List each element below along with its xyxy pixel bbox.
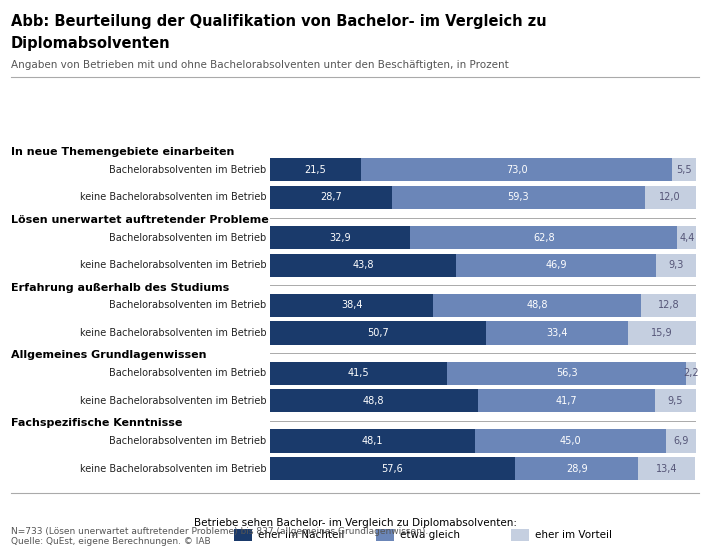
Text: 6,9: 6,9 — [673, 436, 689, 446]
Text: 2,2: 2,2 — [683, 368, 699, 378]
Text: 28,9: 28,9 — [566, 464, 588, 474]
Text: 38,4: 38,4 — [341, 300, 362, 310]
Bar — [270, 158, 361, 181]
Text: In neue Themengebiete einarbeiten: In neue Themengebiete einarbeiten — [11, 147, 234, 157]
Bar — [361, 158, 672, 181]
Bar — [270, 254, 457, 277]
Text: Erfahrung außerhalb des Studiums: Erfahrung außerhalb des Studiums — [11, 283, 229, 293]
Text: eher im Vorteil: eher im Vorteil — [535, 530, 611, 540]
Text: Lösen unerwartet auftretender Probleme: Lösen unerwartet auftretender Probleme — [11, 215, 268, 225]
Bar — [410, 226, 677, 249]
Bar — [392, 186, 645, 209]
Bar — [677, 226, 697, 249]
Bar — [645, 186, 696, 209]
Text: 4,4: 4,4 — [679, 232, 694, 242]
Bar — [667, 430, 696, 452]
Text: eher im Nachteil: eher im Nachteil — [258, 530, 344, 540]
Text: 56,3: 56,3 — [556, 368, 577, 378]
Text: Allgemeines Grundlagenwissen: Allgemeines Grundlagenwissen — [11, 351, 206, 361]
Text: 43,8: 43,8 — [352, 260, 374, 270]
Bar — [270, 321, 486, 344]
Text: 12,8: 12,8 — [657, 300, 679, 310]
Text: 46,9: 46,9 — [545, 260, 567, 270]
Text: 13,4: 13,4 — [656, 464, 677, 474]
Bar — [638, 457, 695, 480]
Bar — [672, 158, 696, 181]
Bar — [655, 389, 696, 412]
Text: keine Bachelorabsolventen im Betrieb: keine Bachelorabsolventen im Betrieb — [80, 260, 266, 270]
Text: Bachelorabsolventen im Betrieb: Bachelorabsolventen im Betrieb — [109, 368, 266, 378]
Bar — [270, 294, 433, 317]
Text: 5,5: 5,5 — [676, 165, 692, 175]
Text: 9,3: 9,3 — [668, 260, 684, 270]
Text: Angaben von Betrieben mit und ohne Bachelorabsolventen unter den Beschäftigten, : Angaben von Betrieben mit und ohne Bache… — [11, 60, 508, 70]
Bar — [475, 430, 667, 452]
Text: Abb: Beurteilung der Qualifikation von Bachelor- im Vergleich zu: Abb: Beurteilung der Qualifikation von B… — [11, 14, 546, 29]
Bar — [478, 389, 655, 412]
Text: Fachspezifische Kenntnisse: Fachspezifische Kenntnisse — [11, 418, 182, 428]
Text: 59,3: 59,3 — [508, 193, 529, 202]
Bar — [486, 321, 628, 344]
Text: 50,7: 50,7 — [367, 328, 388, 338]
Bar — [515, 457, 638, 480]
Text: 48,1: 48,1 — [361, 436, 383, 446]
Text: 21,5: 21,5 — [305, 165, 327, 175]
Text: Bachelorabsolventen im Betrieb: Bachelorabsolventen im Betrieb — [109, 300, 266, 310]
Text: 41,7: 41,7 — [556, 396, 577, 406]
Text: 45,0: 45,0 — [559, 436, 581, 446]
Bar — [433, 294, 641, 317]
Bar — [270, 362, 447, 385]
Text: etwa gleich: etwa gleich — [400, 530, 460, 540]
Bar — [687, 362, 696, 385]
Text: Diplomabsolventen: Diplomabsolventen — [11, 36, 170, 52]
Text: 62,8: 62,8 — [533, 232, 555, 242]
Text: 57,6: 57,6 — [381, 464, 403, 474]
Text: Bachelorabsolventen im Betrieb: Bachelorabsolventen im Betrieb — [109, 436, 266, 446]
Text: 48,8: 48,8 — [527, 300, 548, 310]
Text: 9,5: 9,5 — [668, 396, 683, 406]
Text: 48,8: 48,8 — [363, 396, 385, 406]
Bar — [628, 321, 696, 344]
Text: keine Bachelorabsolventen im Betrieb: keine Bachelorabsolventen im Betrieb — [80, 193, 266, 202]
Bar — [270, 186, 392, 209]
Text: Betriebe sehen Bachelor- im Vergleich zu Diplomabsolventen:: Betriebe sehen Bachelor- im Vergleich zu… — [194, 518, 516, 528]
Text: 12,0: 12,0 — [660, 193, 681, 202]
Bar — [270, 226, 410, 249]
Text: N=733 (Lösen unerwartet auftretender Probleme) bis 837 (allgemeines Grundlagenwi: N=733 (Lösen unerwartet auftretender Pro… — [11, 526, 428, 546]
Text: keine Bachelorabsolventen im Betrieb: keine Bachelorabsolventen im Betrieb — [80, 328, 266, 338]
Bar — [270, 457, 515, 480]
Text: keine Bachelorabsolventen im Betrieb: keine Bachelorabsolventen im Betrieb — [80, 396, 266, 406]
Bar — [641, 294, 696, 317]
Text: 73,0: 73,0 — [506, 165, 528, 175]
Text: 41,5: 41,5 — [347, 368, 369, 378]
Bar — [457, 254, 656, 277]
Bar — [447, 362, 687, 385]
Text: 33,4: 33,4 — [546, 328, 568, 338]
Bar — [270, 389, 478, 412]
Bar — [656, 254, 696, 277]
Text: 15,9: 15,9 — [651, 328, 673, 338]
Text: 32,9: 32,9 — [329, 232, 351, 242]
Text: Bachelorabsolventen im Betrieb: Bachelorabsolventen im Betrieb — [109, 232, 266, 242]
Bar — [270, 430, 475, 452]
Text: Bachelorabsolventen im Betrieb: Bachelorabsolventen im Betrieb — [109, 165, 266, 175]
Text: keine Bachelorabsolventen im Betrieb: keine Bachelorabsolventen im Betrieb — [80, 464, 266, 474]
Text: 28,7: 28,7 — [320, 193, 342, 202]
